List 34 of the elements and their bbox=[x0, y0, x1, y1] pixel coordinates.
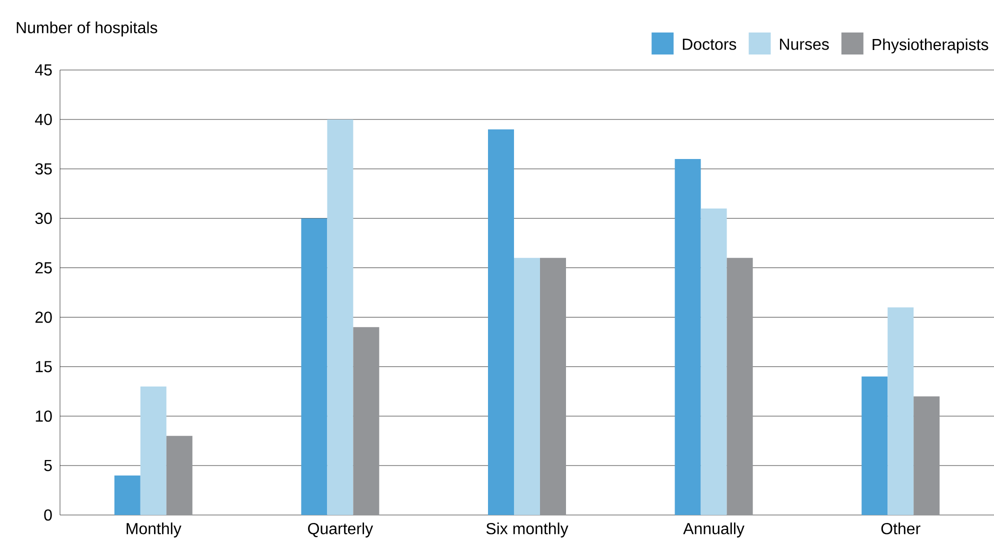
legend-label: Doctors bbox=[682, 38, 736, 50]
x-tick-label: Six monthly bbox=[486, 522, 568, 538]
y-tick-label: 15 bbox=[36, 361, 52, 372]
y-tick-label: 20 bbox=[35, 312, 52, 323]
x-tick-label: Monthly bbox=[126, 522, 182, 538]
bar bbox=[700, 208, 727, 515]
bar bbox=[726, 258, 753, 515]
y-tick-label: 5 bbox=[44, 460, 52, 472]
bar bbox=[353, 327, 380, 515]
y-tick-label: 10 bbox=[36, 410, 52, 422]
bar bbox=[488, 129, 514, 515]
y-tick-label: 40 bbox=[35, 114, 52, 126]
bar bbox=[888, 307, 914, 515]
legend-label: Physiotherapists bbox=[872, 38, 988, 54]
bar bbox=[301, 218, 328, 515]
y-tick-label: 30 bbox=[35, 212, 52, 224]
bar bbox=[540, 258, 566, 515]
legend-label: Nurses bbox=[780, 38, 829, 50]
bar bbox=[514, 258, 540, 515]
y-axis-title: Number of hospitals bbox=[16, 22, 158, 36]
bar bbox=[140, 386, 166, 515]
bar bbox=[327, 119, 354, 515]
bar bbox=[114, 475, 140, 515]
bar bbox=[862, 376, 888, 515]
bar bbox=[166, 436, 192, 515]
y-tick-label: 35 bbox=[35, 163, 52, 175]
bar bbox=[674, 159, 701, 515]
y-tick-label: 25 bbox=[35, 262, 52, 274]
x-tick-label: Annually bbox=[683, 522, 744, 538]
y-tick-label: 45 bbox=[35, 64, 52, 76]
y-tick-label: 0 bbox=[44, 509, 52, 521]
x-tick-label: Quarterly bbox=[308, 522, 374, 538]
x-tick-label: Other bbox=[881, 522, 920, 534]
bar bbox=[914, 396, 940, 515]
